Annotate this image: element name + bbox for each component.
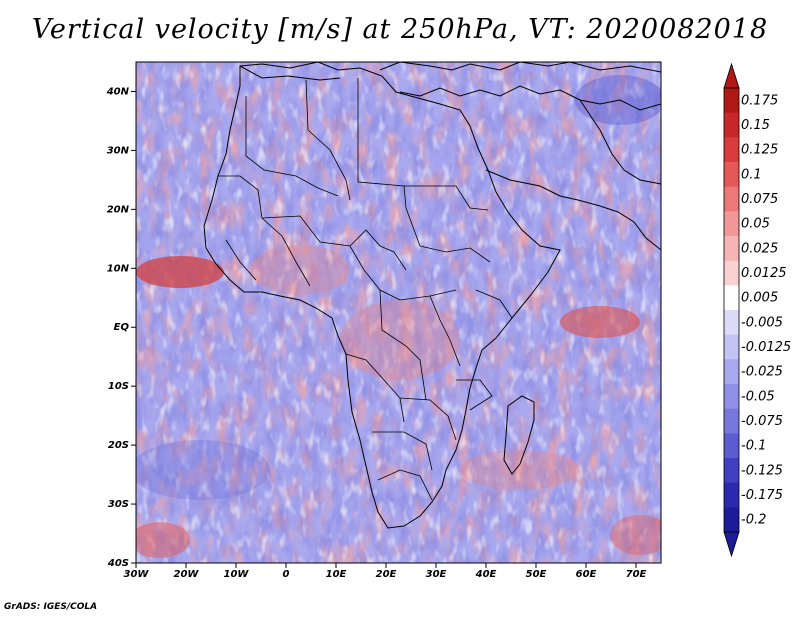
coastlines [203,62,661,529]
colorbar-swatch [724,186,739,212]
colorbar-label: 0.0125 [741,266,787,281]
colorbar-swatch [724,433,739,459]
grads-credit: GrADS: IGES/COLA [4,602,98,612]
lat-tick-label: 40S [107,558,129,569]
colorbar-swatch [724,359,739,385]
colorbar-swatch [724,211,739,237]
colorbar-swatch [724,482,739,508]
lon-tick-label: 10W [224,569,250,580]
colorbar-swatch [724,137,739,163]
colorbar-swatch [724,285,739,311]
lat-tick-label: 30N [107,145,130,156]
colorbar-label: 0.075 [741,192,778,207]
colorbar-swatch [724,507,739,533]
colorbar-label: 0.1 [741,167,762,182]
country-borders [218,78,513,501]
lon-tick-label: 20E [376,569,397,580]
longitude-axis: 30W 20W 10W 0 10E 20E 30E 40E 50E 60E 70E [124,563,647,580]
lat-tick-label: 20N [107,204,130,215]
latitude-axis: 40N 30N 20N 10N EQ 10S 20S 30S 40S [106,86,136,569]
lat-tick-label: 10S [108,381,129,392]
colorbar-swatch [724,236,739,262]
colorbar-swatch [724,334,739,360]
colorbar-label: -0.125 [741,463,783,478]
colorbar-swatch [724,458,739,484]
colorbar-label: -0.0125 [741,340,791,355]
colorbar-label: -0.175 [741,488,783,503]
colorbar-swatch [724,260,739,286]
lon-tick-label: 10E [326,569,347,580]
colorbar-label: 0.175 [741,93,778,108]
velocity-field [136,62,661,563]
lon-tick-label: 30W [124,569,150,580]
colorbar-swatch [724,112,739,138]
colorbar-label: 0.125 [741,143,778,158]
colorbar-max-arrow [723,62,740,89]
colorbar-swatch [724,310,739,336]
lon-tick-label: 0 [283,569,290,580]
lon-tick-label: 20W [174,569,200,580]
lon-tick-label: 60E [576,569,597,580]
colorbar-label: 0.005 [741,291,778,306]
colorbar-label: -0.2 [741,513,766,528]
colorbar-label: -0.005 [741,315,783,330]
lon-tick-label: 50E [526,569,547,580]
colorbar-label: -0.1 [741,439,766,454]
plot-frame [135,61,662,564]
colorbar-min-arrow [723,531,740,558]
lat-tick-label: EQ [114,322,130,333]
colorbar-label: -0.025 [741,365,783,380]
lat-tick-label: 40N [106,86,130,97]
lat-tick-label: 10N [107,263,130,274]
colorbar-swatch [724,88,739,114]
lat-tick-label: 20S [108,440,129,451]
colorbar-swatch [724,162,739,188]
lon-tick-label: 40E [475,569,497,580]
colorbar: 0.175 0.15 0.125 0.1 0.075 0.05 0.025 0.0125 0.0… [723,62,791,558]
colorbar-swatch [724,384,739,410]
colorbar-swatch [724,408,739,434]
lat-tick-label: 30S [108,499,129,510]
colorbar-label: 0.05 [741,217,770,232]
colorbar-label: -0.05 [741,389,775,404]
map-title: Vertical velocity [m/s] at 250hPa, VT: 2… [31,14,769,45]
lon-tick-label: 30E [426,569,447,580]
colorbar-label: 0.025 [741,241,778,256]
colorbar-label: -0.075 [741,414,783,429]
colorbar-label: 0.15 [741,118,770,133]
lon-tick-label: 70E [626,569,647,580]
